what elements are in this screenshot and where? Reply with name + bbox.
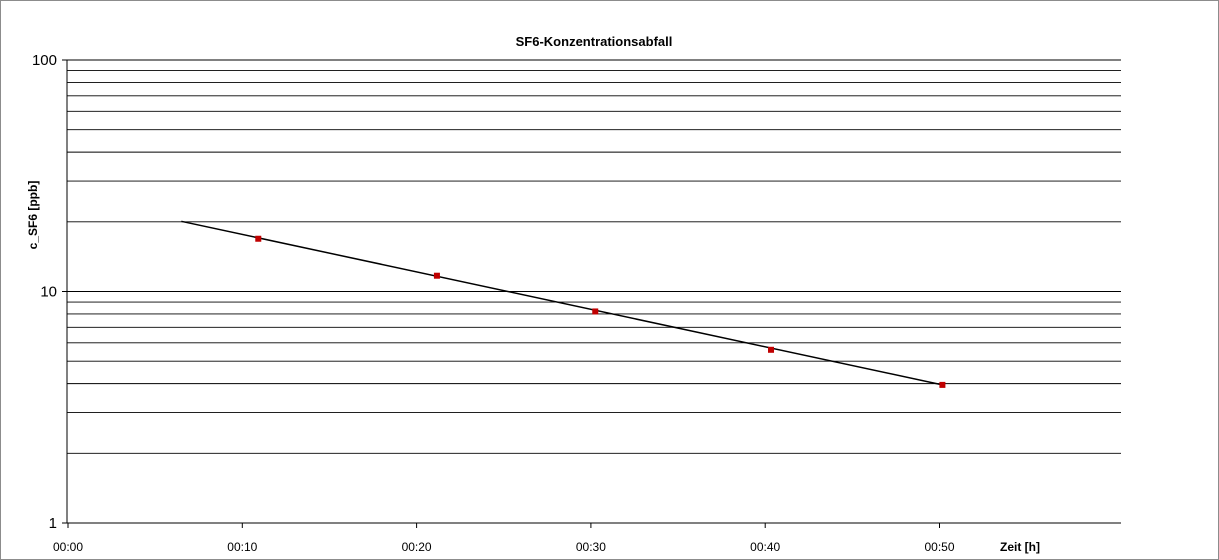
x-tick-label: 00:10 [227,540,257,554]
chart-title: SF6-Konzentrationsabfall [516,34,673,49]
y-tick-label: 10 [40,284,57,301]
data-point [433,272,440,279]
y-tick-label: 100 [32,52,57,69]
x-tick-label: 00:20 [402,540,432,554]
data-point [768,346,775,353]
gridlines [67,59,1121,454]
x-tick-label: 00:50 [924,540,954,554]
data-point [592,308,599,315]
x-axis-title: Zeit [h] [1000,540,1040,554]
x-tick-label: 00:30 [576,540,606,554]
y-tick-label: 1 [49,515,57,532]
x-tick-label: 00:40 [750,540,780,554]
axes [62,59,1121,528]
tick-labels: 1 10 100 00:00 00:10 00:20 00:30 00:40 00:50 [32,52,955,554]
trendline-group [181,220,943,386]
data-point [939,381,946,388]
y-axis-title: c_SF6 [ppb] [26,181,40,250]
data-points [255,235,946,388]
data-point [255,235,262,242]
trendline [181,220,943,386]
x-tick-label: 00:00 [53,540,83,554]
